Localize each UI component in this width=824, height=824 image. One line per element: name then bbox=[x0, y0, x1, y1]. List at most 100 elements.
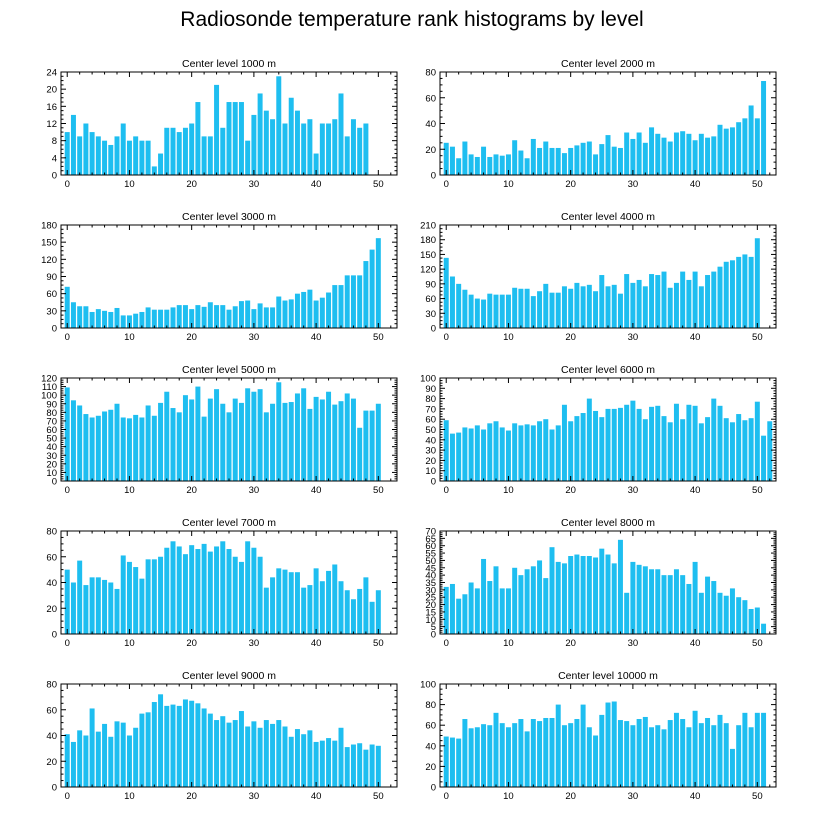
bar bbox=[288, 736, 294, 787]
y-tick-label: 20 bbox=[46, 459, 57, 470]
x-tick-label: 30 bbox=[249, 332, 260, 343]
bar bbox=[201, 543, 207, 635]
bar bbox=[232, 306, 238, 328]
bar bbox=[83, 735, 89, 787]
y-tick-label: 110 bbox=[42, 382, 57, 393]
x-tick-label: 40 bbox=[311, 638, 322, 649]
bar bbox=[561, 286, 567, 328]
chart-panel-4: Center level 4000 m 0 10 20 30 40 50 0 30 60 90 120… bbox=[420, 211, 777, 343]
bar bbox=[642, 566, 648, 634]
bar bbox=[344, 393, 350, 481]
bar bbox=[332, 119, 338, 175]
bar bbox=[70, 302, 76, 328]
bar bbox=[257, 389, 263, 481]
bar bbox=[474, 425, 480, 481]
bar bbox=[698, 723, 704, 787]
bar bbox=[232, 398, 238, 481]
x-tick-label: 20 bbox=[186, 638, 197, 649]
panel-title: Center level 10000 m bbox=[558, 670, 658, 682]
y-tick-label: 35 bbox=[425, 578, 436, 589]
y-tick-label: 10 bbox=[425, 615, 436, 626]
bar bbox=[493, 566, 499, 634]
bar bbox=[686, 583, 692, 634]
bar bbox=[375, 745, 381, 787]
bar bbox=[443, 142, 449, 175]
bar bbox=[319, 581, 325, 634]
bar bbox=[207, 551, 213, 634]
bar bbox=[611, 284, 617, 328]
x-tick-label: 30 bbox=[628, 791, 639, 802]
y-tick-label: 60 bbox=[425, 541, 436, 552]
x-tick-label: 50 bbox=[373, 791, 384, 802]
bar bbox=[761, 623, 767, 634]
x-tick-label: 30 bbox=[628, 485, 639, 496]
x-tick-label: 20 bbox=[565, 791, 576, 802]
bar bbox=[201, 708, 207, 787]
bar bbox=[64, 569, 70, 635]
bar bbox=[580, 413, 586, 481]
bar bbox=[642, 142, 648, 175]
bar bbox=[344, 136, 350, 176]
bar bbox=[512, 287, 518, 328]
bar bbox=[108, 409, 114, 481]
bar bbox=[443, 586, 449, 634]
y-tick-label: 90 bbox=[46, 399, 57, 410]
x-tick-label: 40 bbox=[311, 332, 322, 343]
bar bbox=[649, 274, 655, 328]
y-tick-label: 40 bbox=[46, 731, 57, 742]
bar bbox=[624, 404, 630, 481]
bar bbox=[761, 435, 767, 481]
bar bbox=[481, 299, 487, 328]
x-tick-label: 20 bbox=[565, 179, 576, 190]
bar bbox=[468, 728, 474, 787]
bar bbox=[543, 283, 549, 328]
y-tick-label: 60 bbox=[46, 705, 57, 716]
bar bbox=[711, 136, 717, 176]
bar bbox=[313, 300, 319, 328]
bar bbox=[468, 294, 474, 328]
bar bbox=[505, 588, 511, 634]
bar bbox=[201, 306, 207, 328]
bar bbox=[468, 428, 474, 481]
bar bbox=[114, 588, 120, 634]
y-tick-label: 25 bbox=[425, 593, 436, 604]
y-tick-label: 40 bbox=[425, 435, 436, 446]
bar bbox=[717, 405, 723, 481]
bar bbox=[195, 305, 201, 328]
bar bbox=[655, 275, 661, 328]
bar bbox=[95, 415, 101, 481]
bar bbox=[363, 410, 369, 481]
bar bbox=[83, 306, 89, 328]
bar bbox=[524, 569, 530, 634]
x-tick-label: 50 bbox=[373, 638, 384, 649]
bar bbox=[164, 127, 170, 175]
bar bbox=[251, 547, 257, 634]
x-tick-label: 10 bbox=[503, 332, 514, 343]
y-tick-label: 210 bbox=[420, 221, 436, 232]
bar bbox=[77, 306, 83, 328]
bar bbox=[126, 418, 132, 481]
bar bbox=[605, 554, 611, 634]
bar bbox=[661, 729, 667, 787]
bar bbox=[586, 141, 592, 175]
bar bbox=[512, 140, 518, 175]
x-tick-label: 10 bbox=[124, 485, 135, 496]
bar bbox=[363, 261, 369, 328]
x-tick-label: 50 bbox=[752, 485, 763, 496]
bar bbox=[717, 266, 723, 328]
panel-title: Center level 6000 m bbox=[561, 364, 655, 376]
bar bbox=[493, 294, 499, 328]
bar bbox=[214, 546, 220, 634]
bar bbox=[338, 727, 344, 787]
bar bbox=[593, 410, 599, 481]
bar bbox=[711, 271, 717, 328]
bar bbox=[108, 736, 114, 787]
bar bbox=[673, 132, 679, 175]
bar bbox=[717, 714, 723, 787]
chart-panel-9: Center level 9000 m 0 10 20 30 40 50 0 20 40 60 80 bbox=[46, 670, 398, 802]
bar bbox=[108, 582, 114, 634]
bar bbox=[748, 256, 754, 328]
bar bbox=[636, 132, 642, 175]
bar bbox=[729, 260, 735, 328]
y-tick-label: 50 bbox=[425, 556, 436, 567]
